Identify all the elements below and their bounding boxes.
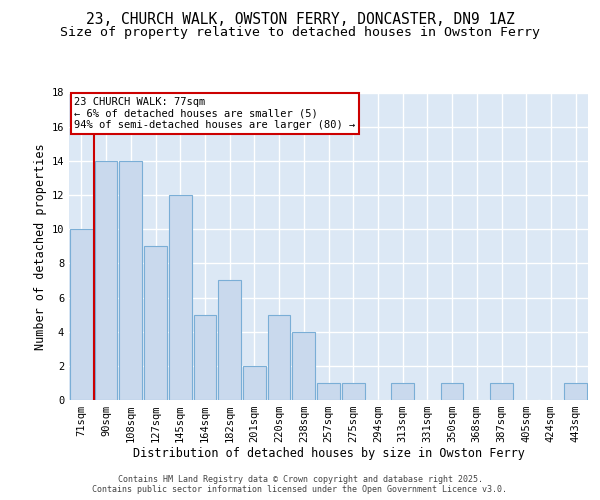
Bar — [218, 280, 241, 400]
Text: Size of property relative to detached houses in Owston Ferry: Size of property relative to detached ho… — [60, 26, 540, 39]
Y-axis label: Number of detached properties: Number of detached properties — [34, 143, 47, 350]
Text: 23 CHURCH WALK: 77sqm
← 6% of detached houses are smaller (5)
94% of semi-detach: 23 CHURCH WALK: 77sqm ← 6% of detached h… — [74, 97, 355, 130]
Text: 23, CHURCH WALK, OWSTON FERRY, DONCASTER, DN9 1AZ: 23, CHURCH WALK, OWSTON FERRY, DONCASTER… — [86, 12, 514, 28]
Bar — [194, 314, 216, 400]
Bar — [95, 161, 118, 400]
Bar — [391, 383, 414, 400]
Bar — [564, 383, 587, 400]
Bar — [144, 246, 167, 400]
Bar — [119, 161, 142, 400]
Bar — [169, 195, 191, 400]
Bar — [490, 383, 513, 400]
X-axis label: Distribution of detached houses by size in Owston Ferry: Distribution of detached houses by size … — [133, 446, 524, 460]
Bar — [342, 383, 365, 400]
Bar — [441, 383, 463, 400]
Bar — [292, 332, 315, 400]
Bar — [70, 229, 93, 400]
Bar — [268, 314, 290, 400]
Text: Contains HM Land Registry data © Crown copyright and database right 2025.
Contai: Contains HM Land Registry data © Crown c… — [92, 474, 508, 494]
Bar — [317, 383, 340, 400]
Bar — [243, 366, 266, 400]
